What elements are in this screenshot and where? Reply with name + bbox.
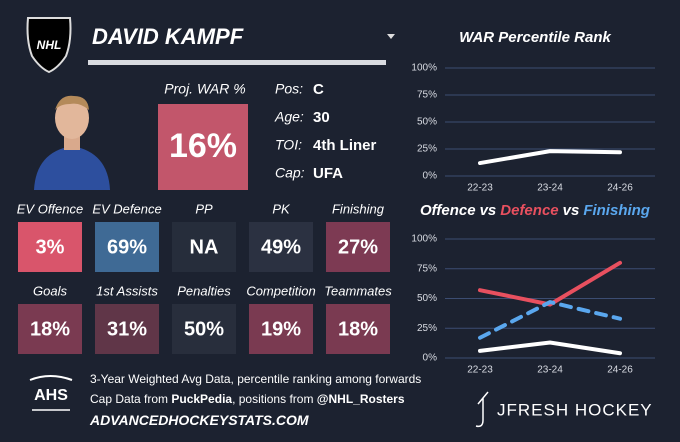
brand: JFRESH HOCKEY — [497, 400, 653, 419]
title-word: vs — [563, 202, 580, 219]
footnote: 3-Year Weighted Avg Data, percentile ran… — [90, 372, 422, 386]
tile-value: NA — [190, 236, 219, 258]
info-value: UFA — [313, 165, 343, 182]
x-tick-label: 23-24 — [537, 365, 563, 376]
tile-value: 3% — [36, 236, 65, 258]
source-name: PuckPedia — [171, 392, 233, 406]
info-label: TOI: — [275, 137, 302, 153]
player-photo — [30, 92, 114, 190]
y-tick-label: 50% — [417, 293, 437, 304]
tile-value: 49% — [261, 236, 301, 258]
player-name: DAVID KAMPF — [92, 24, 244, 49]
tile-label: Penalties — [177, 283, 231, 298]
stat-tile — [326, 304, 390, 354]
proj-war-value: 16% — [169, 127, 237, 165]
y-tick-label: 100% — [411, 63, 437, 74]
info-label: Age: — [274, 109, 304, 125]
league-logo-text: NHL — [37, 38, 62, 52]
x-tick-label: 22-23 — [467, 365, 493, 376]
y-tick-label: 25% — [417, 144, 437, 155]
title-word: vs — [480, 202, 497, 219]
series-line — [478, 299, 622, 340]
info-value: C — [313, 81, 324, 98]
league-logo — [26, 17, 72, 74]
x-tick-label: 23-24 — [537, 183, 563, 194]
tile-value: 69% — [107, 236, 147, 258]
info-label: Cap: — [275, 165, 305, 181]
tile-label: Competition — [246, 283, 315, 298]
source-line: Cap Data from PuckPedia, positions from … — [90, 392, 405, 406]
website: ADVANCEDHOCKEYSTATS.COM — [90, 412, 309, 428]
tile-label: 1st Assists — [96, 283, 158, 298]
title-word: Defence — [500, 202, 558, 219]
stat-tile — [18, 222, 82, 272]
tile-value: 18% — [30, 318, 70, 340]
chart-title: Offence vs Defence vs Finishing — [420, 202, 650, 219]
stat-tile — [249, 222, 313, 272]
y-tick-label: 0% — [423, 171, 438, 182]
tile-value: 19% — [261, 318, 301, 340]
stat-tile — [172, 222, 236, 272]
tile-label: PK — [272, 201, 291, 216]
tile-value: 31% — [107, 318, 147, 340]
dropdown-caret[interactable] — [387, 34, 395, 39]
stat-tile — [95, 304, 159, 354]
tile-label: Finishing — [332, 201, 385, 216]
name-underline — [88, 60, 386, 65]
source-name: @NHL_Rosters — [316, 392, 405, 406]
stat-tile — [249, 304, 313, 354]
series-line — [478, 340, 622, 356]
tile-value: 50% — [184, 318, 224, 340]
tile-value: 18% — [338, 318, 378, 340]
stat-tile — [172, 304, 236, 354]
tile-label: EV Defence — [92, 201, 161, 216]
proj-war-tile — [158, 104, 248, 190]
tile-label: Goals — [33, 283, 67, 298]
tile-value: 27% — [338, 236, 378, 258]
ahs-logo: AHS — [29, 375, 73, 411]
stat-tile — [95, 222, 159, 272]
ahs-logo-text: AHS — [34, 387, 68, 404]
source-text: , positions from — [232, 392, 317, 406]
y-tick-label: 100% — [411, 234, 437, 245]
proj-war-label: Proj. WAR % — [164, 81, 245, 97]
y-tick-label: 0% — [423, 353, 438, 364]
tile-label: Teammates — [324, 283, 392, 298]
x-tick-label: 24-26 — [607, 183, 633, 194]
y-tick-label: 75% — [417, 263, 437, 274]
info-value: 30 — [313, 109, 330, 126]
title-word: Offence — [420, 202, 476, 219]
y-tick-label: 50% — [417, 117, 437, 128]
info-label: Pos: — [275, 81, 303, 97]
series-line — [478, 260, 622, 307]
source-text: Cap Data from — [90, 392, 172, 406]
x-tick-label: 24-26 — [607, 365, 633, 376]
tile-label: EV Offence — [17, 201, 83, 216]
y-tick-label: 75% — [417, 90, 437, 101]
chart-title: WAR Percentile Rank — [459, 29, 611, 46]
info-value: 4th Liner — [313, 137, 377, 154]
title-word: Finishing — [583, 202, 650, 219]
stat-tile — [326, 222, 390, 272]
series-line — [478, 149, 622, 166]
stat-tile — [18, 304, 82, 354]
tile-label: PP — [195, 201, 213, 216]
y-tick-label: 25% — [417, 323, 437, 334]
x-tick-label: 22-23 — [467, 183, 493, 194]
brand-icon — [475, 391, 489, 428]
